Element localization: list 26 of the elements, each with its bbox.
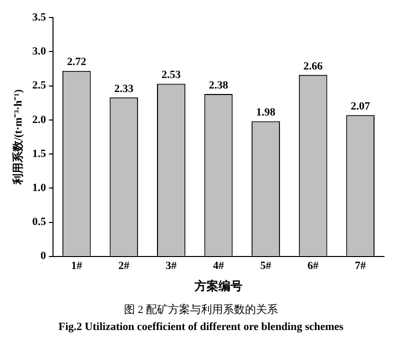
data-label: 2.33	[114, 82, 134, 95]
y-tick-label: 2.0	[32, 114, 46, 126]
data-label: 2.07	[350, 100, 370, 113]
x-tick-label: 2#	[118, 260, 130, 272]
y-tick-label: 3.0	[32, 46, 46, 58]
x-axis-title: 方案编号	[193, 278, 242, 293]
data-label: 2.38	[208, 79, 229, 92]
y-tick-label: 0	[40, 250, 46, 262]
caption: 图 2 配矿方案与利用系数的关系	[123, 302, 279, 317]
y-axis-title: 利用系数/(t·m⁻³·h⁻¹)	[11, 89, 24, 186]
caption: Fig.2 Utilization coefficient of different ore blending schemes	[58, 321, 344, 333]
y-tick-label: 1.5	[32, 148, 46, 160]
data-label: 2.53	[162, 69, 182, 82]
x-tick-label: 4#	[212, 260, 224, 272]
y-tick-label: 1.0	[32, 182, 46, 194]
y-tick-label: 0.5	[32, 216, 46, 228]
data-label: 1.98	[256, 106, 276, 119]
y-tick-label: 2.5	[32, 80, 46, 92]
data-label: 2.66	[303, 60, 324, 72]
x-tick-label: 6#	[308, 260, 320, 272]
x-tick-label: 7#	[354, 260, 366, 272]
x-tick-label: 3#	[166, 260, 178, 272]
x-tick-label: 5#	[260, 260, 272, 272]
y-tick-label: 3.5	[32, 11, 46, 24]
data-label: 2.72	[66, 56, 87, 68]
x-tick-label: 1#	[71, 260, 83, 272]
